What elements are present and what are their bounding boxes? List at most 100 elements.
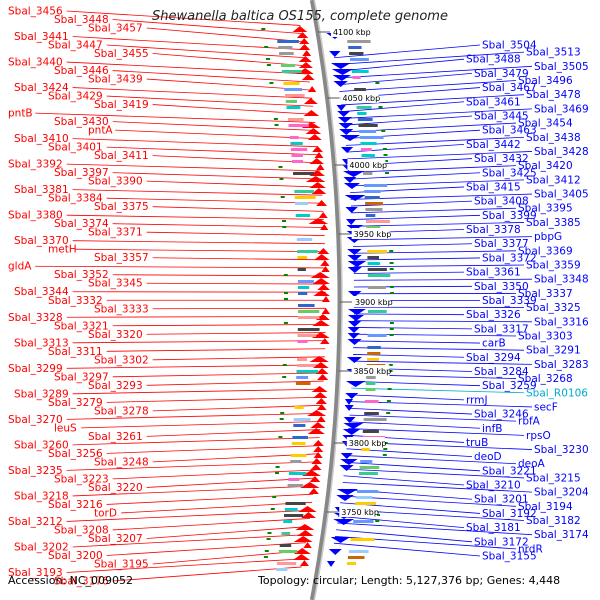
gene-label-right[interactable]: Sbal_3350	[474, 281, 529, 293]
gene-label-left[interactable]: Sbal_3261	[88, 431, 143, 443]
gene-label-right[interactable]: Sbal_3496	[518, 75, 573, 87]
gene-label-left[interactable]: Sbal_3374	[54, 218, 109, 230]
gene-label-left[interactable]: Sbal_3447	[48, 40, 103, 52]
gene-label-left[interactable]: Sbal_3216	[48, 499, 103, 511]
gene-label-right[interactable]: Sbal_3415	[466, 181, 521, 193]
gene-label-right[interactable]: Sbal_3215	[526, 472, 581, 484]
gene-label-right[interactable]: Sbal_3428	[534, 146, 589, 158]
gene-label-left[interactable]: Sbal_3357	[94, 252, 149, 264]
gene-label-left[interactable]: Sbal_3195	[94, 558, 149, 570]
gene-label-right[interactable]: Sbal_3204	[534, 487, 589, 499]
gene-label-left[interactable]: Sbal_3248	[94, 456, 149, 468]
gene-label-left[interactable]: Sbal_3456	[8, 6, 63, 18]
gene-label-right[interactable]: Sbal_3369	[518, 245, 573, 257]
gene-label-right[interactable]: infB	[482, 423, 502, 435]
gene-label-left[interactable]: Sbal_3220	[88, 482, 143, 494]
gene-label-right[interactable]: Sbal_3210	[466, 480, 521, 492]
gene-label-right[interactable]: Sbal_3488	[466, 54, 521, 66]
gene-label-right[interactable]: rrmJ	[466, 394, 488, 406]
gene-label-right[interactable]: Sbal_3467	[482, 82, 537, 94]
gene-label-left[interactable]: Sbal_3457	[88, 23, 143, 35]
gene-label-right[interactable]: Sbal_R0106	[526, 387, 588, 399]
gene-label-left[interactable]: Sbal_3202	[14, 541, 69, 553]
gene-label-left[interactable]: leuS	[54, 422, 77, 434]
gene-label-left[interactable]: Sbal_3352	[54, 269, 109, 281]
gene-label-right[interactable]: Sbal_3221	[482, 465, 537, 477]
gene-label-right[interactable]: Sbal_3432	[474, 153, 529, 165]
gene-label-left[interactable]: Sbal_3223	[54, 473, 109, 485]
gene-label-right[interactable]: Sbal_3377	[474, 238, 529, 250]
gene-label-left[interactable]: Sbal_3289	[14, 388, 69, 400]
gene-label-right[interactable]: Sbal_3325	[526, 302, 581, 314]
gene-label-right[interactable]: rbfA	[518, 416, 541, 428]
gene-label-right[interactable]: Sbal_3420	[518, 160, 573, 172]
gene-label-right[interactable]: Sbal_3445	[474, 110, 529, 122]
gene-label-right[interactable]: Sbal_3399	[482, 210, 537, 222]
gene-label-right[interactable]: Sbal_3291	[526, 345, 581, 357]
gene-label-right[interactable]: Sbal_3479	[474, 68, 529, 80]
gene-label-left[interactable]: Sbal_3328	[8, 312, 63, 324]
gene-label-left[interactable]: Sbal_3200	[48, 550, 103, 562]
gene-label-left[interactable]: Sbal_3207	[88, 533, 143, 545]
gene-label-left[interactable]: Sbal_3380	[8, 210, 63, 222]
gene-label-right[interactable]: truB	[466, 437, 488, 449]
gene-label-left[interactable]: Sbal_3370	[14, 235, 69, 247]
gene-label-left[interactable]: pntB	[8, 108, 33, 120]
gene-label-left[interactable]: Sbal_3193	[8, 567, 63, 579]
gene-label-right[interactable]: rpsO	[526, 430, 551, 442]
gene-label-right[interactable]: Sbal_3425	[482, 167, 537, 179]
gene-label-right[interactable]: Sbal_3412	[526, 174, 581, 186]
gene-label-right[interactable]: Sbal_3359	[526, 260, 581, 272]
gene-label-right[interactable]: pbpG	[534, 231, 562, 243]
gene-label-right[interactable]: Sbal_3461	[466, 96, 521, 108]
gene-label-left[interactable]: Sbal_3218	[14, 490, 69, 502]
gene-label-left[interactable]: Sbal_3297	[54, 371, 109, 383]
gene-label-right[interactable]: Sbal_3317	[474, 323, 529, 335]
gene-label-left[interactable]: Sbal_3390	[88, 176, 143, 188]
gene-label-left[interactable]: Sbal_3344	[14, 286, 69, 298]
gene-label-right[interactable]: Sbal_3230	[534, 444, 589, 456]
gene-label-left[interactable]: Sbal_3299	[8, 363, 63, 375]
gene-label-right[interactable]: Sbal_3303	[518, 330, 573, 342]
gene-label-right[interactable]: Sbal_3378	[466, 224, 521, 236]
gene-label-left[interactable]: Sbal_3176	[54, 576, 109, 588]
gene-label-right[interactable]: Sbal_3259	[482, 380, 537, 392]
gene-label-right[interactable]: deoD	[474, 451, 502, 463]
gene-label-right[interactable]: Sbal_3361	[466, 267, 521, 279]
gene-label-right[interactable]: nrdR	[518, 543, 543, 555]
gene-label-right[interactable]: Sbal_3504	[482, 40, 537, 52]
gene-label-right[interactable]: Sbal_3478	[526, 89, 581, 101]
gene-label-right[interactable]: Sbal_3337	[518, 288, 573, 300]
gene-label-right[interactable]: Sbal_3395	[518, 203, 573, 215]
gene-label-right[interactable]: Sbal_3442	[466, 139, 521, 151]
gene-label-left[interactable]: Sbal_3332	[48, 295, 103, 307]
gene-label-right[interactable]: Sbal_3385	[526, 217, 581, 229]
gene-label-right[interactable]: Sbal_3505	[534, 61, 589, 73]
gene-label-left[interactable]: Sbal_3384	[48, 193, 103, 205]
gene-label-left[interactable]: Sbal_3313	[14, 337, 69, 349]
gene-label-right[interactable]: Sbal_3194	[518, 501, 573, 513]
gene-label-left[interactable]: Sbal_3333	[94, 303, 149, 315]
gene-label-right[interactable]: Sbal_3454	[518, 118, 573, 130]
gene-label-left[interactable]: Sbal_3401	[48, 142, 103, 154]
gene-label-left[interactable]: Sbal_3429	[48, 91, 103, 103]
gene-label-left[interactable]: gldA	[8, 261, 32, 273]
gene-label-left[interactable]: Sbal_3446	[54, 65, 109, 77]
gene-label-right[interactable]: carB	[482, 338, 506, 350]
gene-label-left[interactable]: Sbal_3441	[14, 31, 69, 43]
gene-label-left[interactable]: Sbal_3439	[88, 74, 143, 86]
gene-label-right[interactable]: Sbal_3181	[466, 522, 521, 534]
gene-label-right[interactable]: Sbal_3246	[474, 409, 529, 421]
gene-label-left[interactable]: Sbal_3345	[88, 278, 143, 290]
gene-label-left[interactable]: Sbal_3279	[48, 397, 103, 409]
gene-label-left[interactable]: Sbal_3256	[48, 448, 103, 460]
gene-label-left[interactable]: Sbal_3302	[94, 354, 149, 366]
gene-label-right[interactable]: Sbal_3463	[482, 125, 537, 137]
gene-label-left[interactable]: Sbal_3235	[8, 465, 63, 477]
gene-label-right[interactable]: Sbal_3339	[482, 295, 537, 307]
gene-label-left[interactable]: Sbal_3208	[54, 524, 109, 536]
gene-label-left[interactable]: pntA	[88, 125, 113, 137]
gene-label-right[interactable]: secF	[534, 401, 558, 413]
gene-label-left[interactable]: Sbal_3270	[8, 414, 63, 426]
gene-label-left[interactable]: Sbal_3411	[94, 150, 149, 162]
